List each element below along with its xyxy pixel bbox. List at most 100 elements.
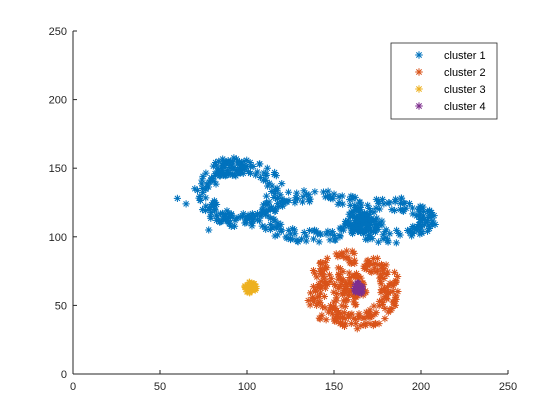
data-point-2	[366, 313, 374, 322]
data-point-1	[271, 190, 279, 198]
data-point-1	[391, 195, 400, 203]
data-point-2	[332, 250, 340, 258]
data-point-1	[363, 221, 371, 230]
data-point-1	[397, 194, 405, 202]
data-point-1	[207, 209, 215, 217]
data-point-1	[356, 203, 364, 212]
data-point-1	[242, 219, 250, 227]
data-point-2	[375, 302, 383, 310]
legend-box	[390, 42, 498, 120]
data-point-1	[364, 201, 372, 209]
data-point-1	[221, 213, 229, 221]
data-point-1	[224, 209, 232, 217]
data-point-1	[196, 192, 204, 201]
data-point-1	[227, 211, 236, 219]
data-point-2	[308, 293, 317, 301]
data-point-1	[182, 200, 190, 208]
data-point-1	[284, 188, 293, 196]
data-point-2	[315, 280, 323, 289]
data-point-1	[347, 192, 355, 200]
data-point-2	[342, 279, 350, 287]
data-point-1	[306, 195, 314, 203]
data-point-4	[356, 289, 364, 297]
data-point-2	[371, 320, 379, 328]
data-point-1	[374, 238, 383, 246]
data-point-1	[386, 230, 394, 238]
data-point-1	[262, 192, 270, 200]
data-point-1	[372, 216, 380, 224]
data-point-2	[377, 288, 385, 297]
data-point-2	[391, 301, 399, 310]
data-point-2	[355, 314, 363, 322]
data-point-4	[351, 288, 359, 296]
data-point-1	[207, 174, 216, 182]
data-point-1	[257, 212, 265, 220]
data-point-1	[281, 197, 289, 205]
data-point-2	[371, 264, 379, 272]
data-point-1	[277, 197, 285, 206]
data-point-1	[259, 201, 268, 209]
data-point-1	[362, 235, 370, 243]
data-point-1	[211, 198, 219, 206]
data-point-1	[355, 198, 363, 206]
data-point-2	[339, 276, 347, 284]
data-point-1	[212, 211, 220, 219]
data-point-2	[359, 279, 367, 287]
data-point-2	[312, 287, 320, 295]
data-point-2	[317, 265, 325, 273]
data-point-2	[333, 310, 342, 319]
data-point-1	[277, 226, 285, 234]
data-point-1	[315, 238, 323, 246]
data-point-1	[206, 212, 215, 220]
data-point-1	[422, 218, 430, 226]
data-point-2	[315, 292, 323, 301]
data-point-2	[363, 257, 371, 265]
data-point-2	[323, 264, 331, 272]
data-point-1	[243, 156, 251, 164]
data-point-1	[238, 164, 247, 172]
data-point-1	[379, 235, 387, 243]
data-point-1	[212, 171, 220, 179]
data-point-2	[377, 280, 385, 288]
data-point-1	[279, 202, 287, 210]
data-point-1	[268, 187, 276, 196]
data-point-1	[268, 182, 276, 190]
y-tick-label: 0	[61, 369, 67, 381]
data-point-2	[337, 314, 345, 322]
data-point-1	[286, 235, 295, 244]
data-point-2	[352, 300, 360, 308]
data-point-2	[389, 287, 397, 295]
data-point-1	[416, 206, 425, 214]
data-point-1	[267, 220, 275, 229]
y-tick-label: 100	[49, 232, 67, 244]
data-point-1	[241, 215, 250, 223]
data-point-1	[349, 224, 357, 232]
data-point-1	[420, 221, 429, 229]
data-point-1	[425, 208, 433, 216]
data-point-2	[318, 303, 327, 311]
data-point-1	[216, 218, 224, 226]
data-point-2	[341, 320, 350, 328]
data-point-1	[259, 176, 267, 184]
data-point-2	[347, 280, 356, 288]
data-point-2	[366, 306, 374, 314]
data-point-1	[261, 223, 269, 231]
data-point-1	[216, 210, 225, 218]
data-point-1	[425, 224, 434, 233]
data-point-1	[331, 236, 340, 244]
data-point-1	[341, 217, 350, 225]
data-point-1	[339, 226, 348, 234]
data-point-1	[409, 222, 417, 231]
x-axis-ticks: 0 50 100 150 200 250	[70, 370, 517, 393]
data-point-1	[365, 204, 373, 213]
data-point-1	[364, 231, 373, 239]
data-point-1	[347, 228, 356, 236]
data-point-2	[321, 284, 329, 292]
series-2	[304, 247, 402, 333]
data-point-2	[315, 314, 323, 322]
data-point-1	[336, 231, 344, 240]
data-point-1	[262, 225, 270, 233]
data-point-1	[414, 205, 423, 213]
data-point-2	[339, 252, 347, 261]
